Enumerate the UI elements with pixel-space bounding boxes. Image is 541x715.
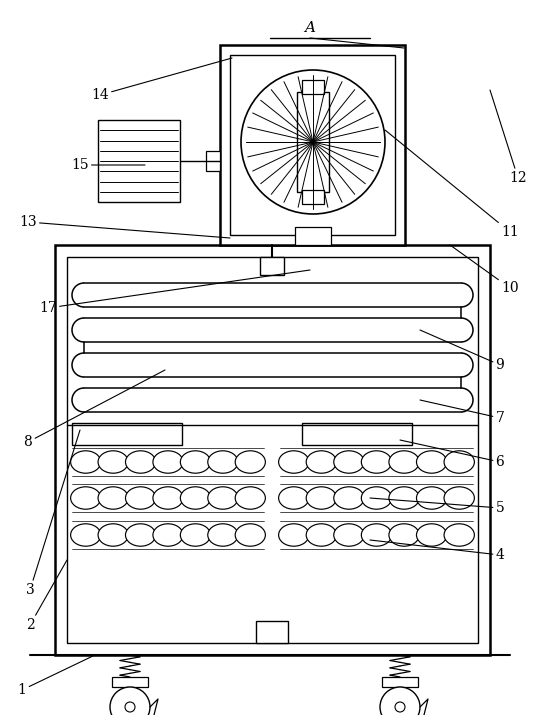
- Text: 12: 12: [490, 90, 527, 185]
- Text: 15: 15: [71, 158, 145, 172]
- Ellipse shape: [334, 524, 364, 546]
- Ellipse shape: [208, 524, 238, 546]
- Bar: [260, 257, 284, 275]
- Circle shape: [110, 687, 150, 715]
- Ellipse shape: [98, 524, 128, 546]
- Ellipse shape: [98, 487, 128, 509]
- Text: 4: 4: [370, 540, 504, 562]
- Bar: [295, 227, 331, 245]
- Ellipse shape: [180, 524, 210, 546]
- Bar: [55, 245, 490, 655]
- Ellipse shape: [208, 487, 238, 509]
- Ellipse shape: [279, 487, 309, 509]
- Bar: [230, 55, 395, 235]
- Text: 8: 8: [24, 370, 165, 449]
- Ellipse shape: [279, 450, 309, 473]
- Ellipse shape: [361, 524, 392, 546]
- Ellipse shape: [153, 524, 183, 546]
- Text: 3: 3: [25, 430, 80, 597]
- Bar: [297, 92, 329, 192]
- Bar: [67, 257, 478, 643]
- Ellipse shape: [279, 524, 309, 546]
- Ellipse shape: [417, 450, 447, 473]
- Circle shape: [395, 702, 405, 712]
- Ellipse shape: [98, 450, 128, 473]
- Circle shape: [125, 702, 135, 712]
- Ellipse shape: [71, 487, 101, 509]
- Ellipse shape: [71, 524, 101, 546]
- Text: A: A: [305, 21, 315, 35]
- Ellipse shape: [306, 450, 337, 473]
- Ellipse shape: [180, 487, 210, 509]
- Bar: [302, 190, 324, 204]
- Bar: [112, 677, 148, 687]
- Ellipse shape: [361, 450, 392, 473]
- Ellipse shape: [444, 524, 474, 546]
- Ellipse shape: [235, 450, 266, 473]
- Text: 17: 17: [39, 270, 310, 315]
- Ellipse shape: [389, 450, 419, 473]
- Circle shape: [241, 70, 385, 214]
- Ellipse shape: [444, 487, 474, 509]
- Bar: [302, 423, 412, 445]
- Bar: [98, 120, 180, 202]
- Ellipse shape: [235, 524, 266, 546]
- Ellipse shape: [208, 450, 238, 473]
- Ellipse shape: [306, 524, 337, 546]
- Text: 1: 1: [17, 655, 95, 697]
- Bar: [302, 80, 324, 94]
- Text: 14: 14: [91, 58, 232, 102]
- Bar: [72, 423, 182, 445]
- Ellipse shape: [334, 487, 364, 509]
- Ellipse shape: [235, 487, 266, 509]
- Text: 13: 13: [19, 215, 230, 238]
- Text: 5: 5: [370, 498, 504, 515]
- Ellipse shape: [153, 487, 183, 509]
- Ellipse shape: [444, 450, 474, 473]
- Ellipse shape: [306, 487, 337, 509]
- Bar: [206, 151, 220, 171]
- Ellipse shape: [417, 487, 447, 509]
- Ellipse shape: [334, 450, 364, 473]
- Text: 10: 10: [450, 245, 519, 295]
- Ellipse shape: [417, 524, 447, 546]
- Ellipse shape: [71, 450, 101, 473]
- Ellipse shape: [361, 487, 392, 509]
- Text: 7: 7: [420, 400, 504, 425]
- Ellipse shape: [389, 487, 419, 509]
- Ellipse shape: [153, 450, 183, 473]
- Ellipse shape: [126, 487, 156, 509]
- Text: 9: 9: [420, 330, 504, 372]
- Text: 11: 11: [385, 130, 519, 239]
- Bar: [220, 45, 405, 245]
- Bar: [382, 677, 418, 687]
- Circle shape: [380, 687, 420, 715]
- Text: 2: 2: [25, 560, 67, 632]
- Ellipse shape: [180, 450, 210, 473]
- Bar: [256, 621, 288, 643]
- Text: 6: 6: [400, 440, 504, 469]
- Ellipse shape: [126, 450, 156, 473]
- Ellipse shape: [126, 524, 156, 546]
- Ellipse shape: [389, 524, 419, 546]
